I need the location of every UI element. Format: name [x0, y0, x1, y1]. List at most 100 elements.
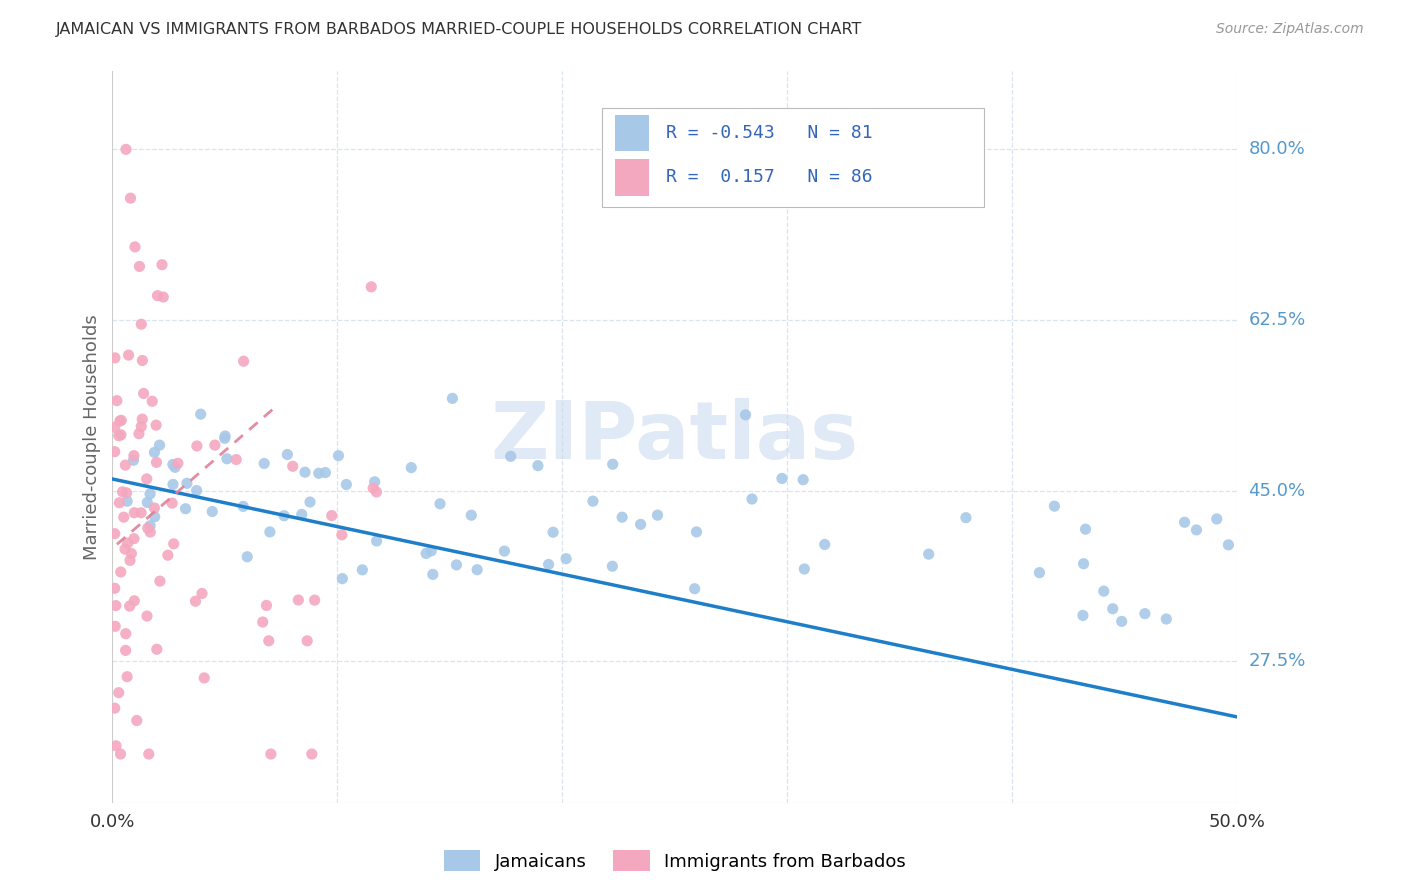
Point	[146, 642, 169, 657]
Point	[136, 495, 159, 509]
Point	[128, 260, 150, 274]
Point	[104, 701, 127, 715]
Point	[366, 485, 388, 500]
Point	[225, 452, 247, 467]
Point	[136, 521, 159, 535]
Point	[257, 633, 280, 648]
Point	[214, 429, 236, 443]
Point	[281, 459, 304, 474]
Point	[273, 508, 295, 523]
Point	[111, 484, 134, 499]
Point	[129, 317, 152, 331]
Point	[1071, 608, 1094, 623]
Point	[602, 559, 624, 574]
Point	[741, 491, 763, 506]
Point	[363, 475, 385, 489]
Point	[104, 599, 127, 613]
Point	[104, 619, 127, 633]
Point	[361, 481, 384, 495]
Point	[330, 528, 353, 542]
Point	[401, 460, 423, 475]
Point	[135, 472, 157, 486]
Point	[114, 542, 136, 557]
Point	[150, 258, 173, 272]
Point	[162, 477, 184, 491]
Point	[252, 615, 274, 629]
Point	[184, 594, 207, 608]
Point	[110, 747, 132, 761]
Text: 45.0%: 45.0%	[1249, 482, 1306, 500]
Point	[114, 458, 136, 472]
Point	[108, 414, 131, 428]
Point	[441, 392, 464, 406]
Point	[1173, 515, 1195, 529]
Point	[176, 476, 198, 491]
Point	[734, 408, 756, 422]
Point	[792, 473, 814, 487]
Point	[112, 510, 135, 524]
Point	[415, 546, 437, 560]
Point	[683, 582, 706, 596]
Point	[422, 567, 444, 582]
Point	[152, 290, 174, 304]
Point	[814, 537, 837, 551]
Point	[110, 427, 132, 442]
Point	[1074, 522, 1097, 536]
Point	[186, 439, 208, 453]
Point	[1092, 584, 1115, 599]
Point	[295, 633, 318, 648]
Point	[115, 494, 138, 508]
Point	[647, 508, 669, 523]
Point	[138, 747, 160, 761]
Point	[108, 496, 131, 510]
Point	[104, 351, 127, 365]
Point	[145, 418, 167, 433]
Point	[131, 412, 153, 426]
Point	[104, 444, 127, 458]
Point	[256, 599, 278, 613]
Point	[107, 428, 129, 442]
Point	[537, 558, 560, 572]
Bar	[616, 159, 650, 195]
Point	[1218, 538, 1240, 552]
Point	[122, 449, 145, 463]
Point	[541, 525, 564, 540]
Point	[1043, 499, 1066, 513]
Point	[294, 465, 316, 479]
Point	[117, 536, 139, 550]
Point	[465, 563, 488, 577]
Point	[1028, 566, 1050, 580]
Point	[460, 508, 482, 523]
Point	[1073, 557, 1095, 571]
Point	[163, 537, 186, 551]
Point	[104, 526, 127, 541]
Point	[143, 509, 166, 524]
Point	[610, 510, 633, 524]
Point	[136, 609, 159, 624]
Point	[143, 445, 166, 459]
Point	[1111, 615, 1133, 629]
Point	[132, 386, 155, 401]
Point	[328, 449, 350, 463]
Point	[1133, 607, 1156, 621]
Point	[186, 483, 208, 498]
Point	[165, 460, 187, 475]
Point	[120, 191, 142, 205]
Point	[105, 393, 128, 408]
Point	[330, 572, 353, 586]
Point	[685, 524, 707, 539]
Point	[1205, 512, 1227, 526]
Point	[630, 517, 652, 532]
Point	[770, 471, 793, 485]
Point	[145, 455, 167, 469]
Point	[129, 506, 152, 520]
Point	[429, 497, 451, 511]
Point	[420, 544, 443, 558]
Point	[1101, 601, 1123, 615]
Point	[114, 626, 136, 640]
Text: R = -0.543   N = 81: R = -0.543 N = 81	[666, 124, 873, 142]
Point	[191, 586, 214, 600]
Point	[124, 240, 146, 254]
Point	[139, 518, 162, 533]
Point	[124, 594, 146, 608]
